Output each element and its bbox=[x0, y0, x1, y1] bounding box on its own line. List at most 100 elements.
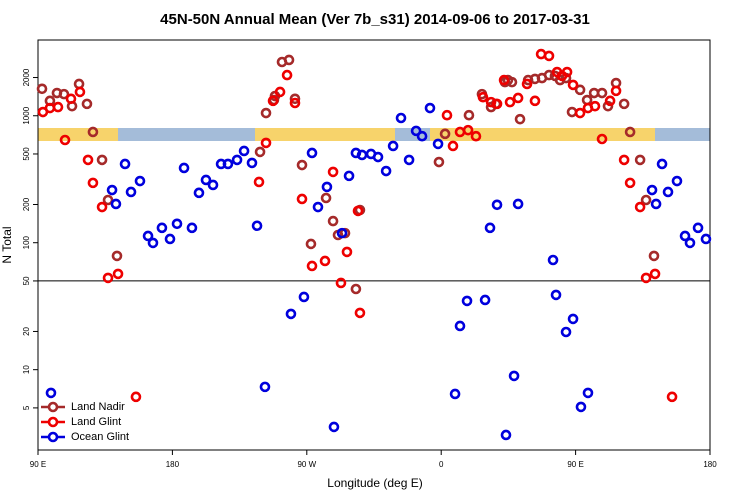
point bbox=[111, 250, 123, 262]
y-tick-label: 200 bbox=[22, 197, 31, 211]
point bbox=[463, 109, 475, 121]
point bbox=[305, 238, 317, 250]
point bbox=[283, 54, 295, 66]
point bbox=[102, 272, 114, 284]
point bbox=[521, 78, 533, 90]
point bbox=[403, 154, 415, 166]
point bbox=[692, 222, 704, 234]
point bbox=[447, 140, 459, 152]
point bbox=[634, 154, 646, 166]
point bbox=[106, 184, 118, 196]
point bbox=[260, 137, 272, 149]
chart-title: 45N-50N Annual Mean (Ver 7b_s31) 2014-09… bbox=[160, 11, 590, 28]
legend-marker bbox=[47, 431, 59, 443]
point bbox=[470, 130, 482, 142]
point bbox=[416, 130, 428, 142]
point bbox=[508, 370, 520, 382]
legend-label: Land Glint bbox=[71, 416, 121, 428]
point bbox=[574, 84, 586, 96]
point bbox=[479, 294, 491, 306]
x-axis-label: Longitude (deg E) bbox=[327, 476, 422, 490]
point bbox=[679, 230, 691, 242]
point bbox=[624, 126, 636, 138]
point bbox=[560, 326, 572, 338]
y-tick-label: 50 bbox=[22, 276, 31, 285]
point bbox=[380, 165, 392, 177]
point bbox=[618, 154, 630, 166]
point bbox=[193, 187, 205, 199]
point bbox=[372, 151, 384, 163]
point bbox=[596, 87, 608, 99]
point bbox=[618, 98, 630, 110]
point bbox=[575, 401, 587, 413]
point bbox=[207, 179, 219, 191]
point bbox=[251, 220, 263, 232]
point bbox=[491, 199, 503, 211]
point bbox=[589, 100, 601, 112]
point bbox=[700, 233, 712, 245]
point bbox=[656, 158, 668, 170]
x-tick-label: 0 bbox=[439, 460, 444, 469]
point bbox=[36, 83, 48, 95]
point bbox=[649, 268, 661, 280]
point bbox=[87, 177, 99, 189]
point bbox=[610, 85, 622, 97]
point bbox=[477, 91, 489, 103]
point bbox=[178, 162, 190, 174]
surface-strip bbox=[38, 128, 710, 141]
point bbox=[462, 124, 474, 136]
point bbox=[341, 246, 353, 258]
point bbox=[259, 381, 271, 393]
point bbox=[260, 107, 272, 119]
point bbox=[395, 112, 407, 124]
point bbox=[356, 149, 368, 161]
y-tick-label: 20 bbox=[22, 326, 31, 335]
point bbox=[81, 98, 93, 110]
point bbox=[439, 128, 451, 140]
point bbox=[640, 272, 652, 284]
point bbox=[289, 93, 301, 105]
legend-marker bbox=[47, 416, 59, 428]
point bbox=[624, 177, 636, 189]
point bbox=[231, 154, 243, 166]
point bbox=[222, 158, 234, 170]
y-tick-label: 10 bbox=[22, 365, 31, 374]
point bbox=[550, 289, 562, 301]
point bbox=[433, 156, 445, 168]
point bbox=[335, 277, 347, 289]
point bbox=[684, 237, 696, 249]
point bbox=[306, 147, 318, 159]
point bbox=[320, 192, 332, 204]
point bbox=[267, 95, 279, 107]
point bbox=[306, 260, 318, 272]
point bbox=[410, 125, 422, 137]
point bbox=[296, 159, 308, 171]
point bbox=[296, 193, 308, 205]
x-tick-label: 90 E bbox=[567, 460, 583, 469]
point bbox=[254, 146, 266, 158]
y-tick-label: 5 bbox=[22, 405, 31, 410]
y-axis-label: N Total bbox=[0, 226, 14, 263]
plot-frame bbox=[37, 39, 711, 451]
x-tick-label: 90 E bbox=[30, 460, 46, 469]
point bbox=[147, 237, 159, 249]
point bbox=[529, 95, 541, 107]
y-tick-label: 500 bbox=[22, 147, 31, 161]
point bbox=[319, 255, 331, 267]
point bbox=[82, 154, 94, 166]
point bbox=[634, 201, 646, 213]
point bbox=[566, 106, 578, 118]
y-tick-label: 2000 bbox=[22, 68, 31, 86]
point bbox=[547, 254, 559, 266]
point bbox=[312, 201, 324, 213]
point bbox=[171, 218, 183, 230]
point bbox=[96, 154, 108, 166]
point bbox=[648, 250, 660, 262]
point bbox=[119, 158, 131, 170]
point bbox=[567, 313, 579, 325]
point bbox=[125, 186, 137, 198]
point bbox=[321, 181, 333, 193]
point bbox=[671, 175, 683, 187]
point bbox=[289, 97, 301, 109]
